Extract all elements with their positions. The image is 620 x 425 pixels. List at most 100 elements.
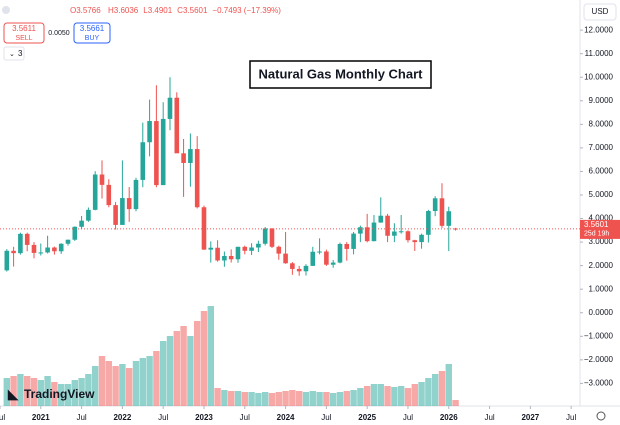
candle-body [242,246,248,251]
sell-button[interactable] [3,22,45,44]
volume-bar [343,391,350,406]
y-tick-label: 0.0000 [589,308,614,317]
brand: TradingView [24,387,95,401]
volume-bar [255,393,262,406]
candle-body [86,209,91,221]
candle-body [330,262,336,265]
x-tick-label: 2025 [358,413,376,422]
candle-body [154,121,159,186]
candle-body [453,228,458,230]
ohlc-value: L3.4901 [143,6,172,15]
ohlc-value: C3.5601 [177,6,208,15]
settings-icon[interactable] [596,411,606,421]
candle-body [283,253,288,264]
candle-body [174,97,180,154]
volume-bar [384,386,391,406]
currency-button[interactable] [583,3,617,21]
volume-bar [85,374,92,406]
candle-body [426,211,431,235]
volume-bar [173,331,180,406]
ohlc-open: O3.5766 [70,6,101,15]
candle-body [276,246,282,254]
y-tick-label: 8.0000 [589,119,614,128]
volume-bar [71,380,78,406]
candle-body [167,97,173,119]
indicator-toggle[interactable] [3,46,25,61]
candle-body [412,240,418,243]
volume-bar [44,376,51,406]
volume-bar [227,391,235,406]
spread: 0.0050 [48,30,70,37]
candle-body [228,255,234,260]
candle-body [439,198,445,226]
candle-body [249,247,254,251]
currency: USD [592,7,609,16]
volume-bar [64,384,72,406]
candle-body [358,227,363,234]
volume-bar [289,390,296,406]
y-tick-label: 2.0000 [589,261,614,270]
candle-body [310,251,316,266]
candle-body [405,231,411,241]
volume-bar [363,386,371,406]
candle-body [120,198,125,225]
candle-body [11,250,16,254]
volume-bar [166,336,174,406]
y-tick-label: −2.0000 [584,355,614,364]
candle-body [371,222,377,242]
candle-body [351,233,356,249]
x-tick-label: 2027 [521,413,539,422]
candle-body [38,252,44,254]
volume-bar [391,387,398,406]
volume-bar [268,393,276,406]
volume-bar [397,386,405,406]
volume-bar [234,391,242,406]
x-tick-label: Jul [484,413,494,422]
y-tick-label: 10.0000 [584,72,613,81]
candle-body [324,251,329,265]
plot-area [0,77,580,406]
title-box [249,60,432,89]
y-tick-label: 9.0000 [589,96,614,105]
symbol-icon [2,6,10,14]
last-price-tag [580,219,620,239]
candle-body [296,268,302,272]
ohlc-value: −0.7493 (−17.39%) [212,6,281,15]
buy-button[interactable] [73,22,111,44]
y-tick-label: 5.0000 [589,190,614,199]
last-price: 3.5601 [584,220,609,229]
candle-body [99,174,105,185]
candle-body [45,247,50,253]
x-tick-label: Jul [403,413,413,422]
candle-body [398,231,404,233]
volume-bar [78,378,85,406]
volume-bar [112,366,119,406]
volume-bar [98,356,106,406]
x-tick-label: Jul [158,413,168,422]
x-tick-label: Jul [76,413,86,422]
y-tick-label: 6.0000 [589,167,614,176]
x-tick-label: Jul [240,413,250,422]
y-tick-label: 4.0000 [589,214,614,223]
y-tick-label: 11.0000 [585,49,614,58]
candle-body [392,231,397,236]
volume-bar [3,378,10,406]
y-tick-label: 7.0000 [589,143,614,152]
candle-body [419,234,424,243]
candle-body [208,247,214,250]
y-tick-label: 12.0000 [584,25,613,34]
volume-bar [445,364,452,406]
volume-bar [241,392,248,406]
candle-body [24,233,30,245]
sell-label: SELL [15,35,32,42]
x-tick-label: Jul [0,413,5,422]
volume-bar [302,392,310,406]
volume-bar [153,351,160,406]
indicator-count: 3 [18,49,23,58]
y-tick-label: −1.0000 [584,331,614,340]
buy-label: BUY [85,35,100,42]
volume-bar [30,378,38,406]
candle-body [378,215,384,223]
volume-bar [159,341,167,406]
x-tick-label: 2023 [195,413,213,422]
